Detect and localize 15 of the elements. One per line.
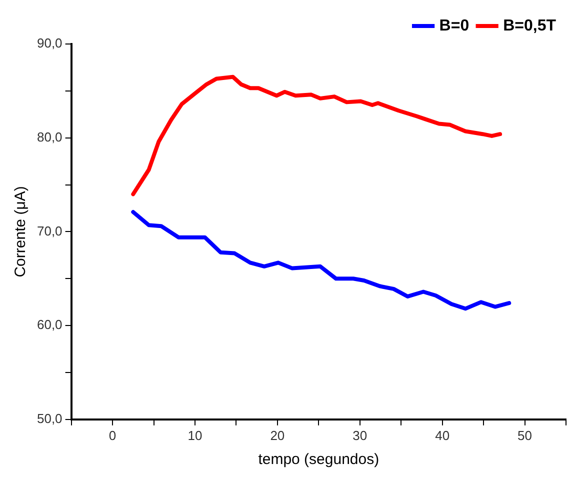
y-tick-label: 50,0 (36, 410, 62, 426)
y-tick-label: 80,0 (36, 129, 62, 144)
y-tick-label: 60,0 (36, 317, 62, 332)
x-tick-label: 50 (518, 428, 532, 443)
x-tick-label: 10 (188, 428, 202, 443)
x-tick-label: 30 (352, 428, 368, 443)
legend-label: B=0,5T (503, 17, 556, 34)
x-tick-label: 40 (435, 428, 450, 443)
y-tick-label: 70,0 (36, 223, 62, 238)
x-tick-label: 0 (108, 428, 116, 443)
x-tick-label: 20 (270, 428, 285, 443)
y-axis-title: Corrente (μA) (12, 186, 30, 278)
y-tick-label: 90,0 (36, 36, 62, 51)
legend-label: B=0 (439, 17, 470, 34)
x-axis-title: tempo (segundos) (258, 451, 380, 468)
